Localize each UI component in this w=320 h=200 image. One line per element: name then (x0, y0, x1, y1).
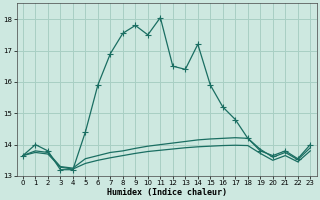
X-axis label: Humidex (Indice chaleur): Humidex (Indice chaleur) (107, 188, 227, 197)
